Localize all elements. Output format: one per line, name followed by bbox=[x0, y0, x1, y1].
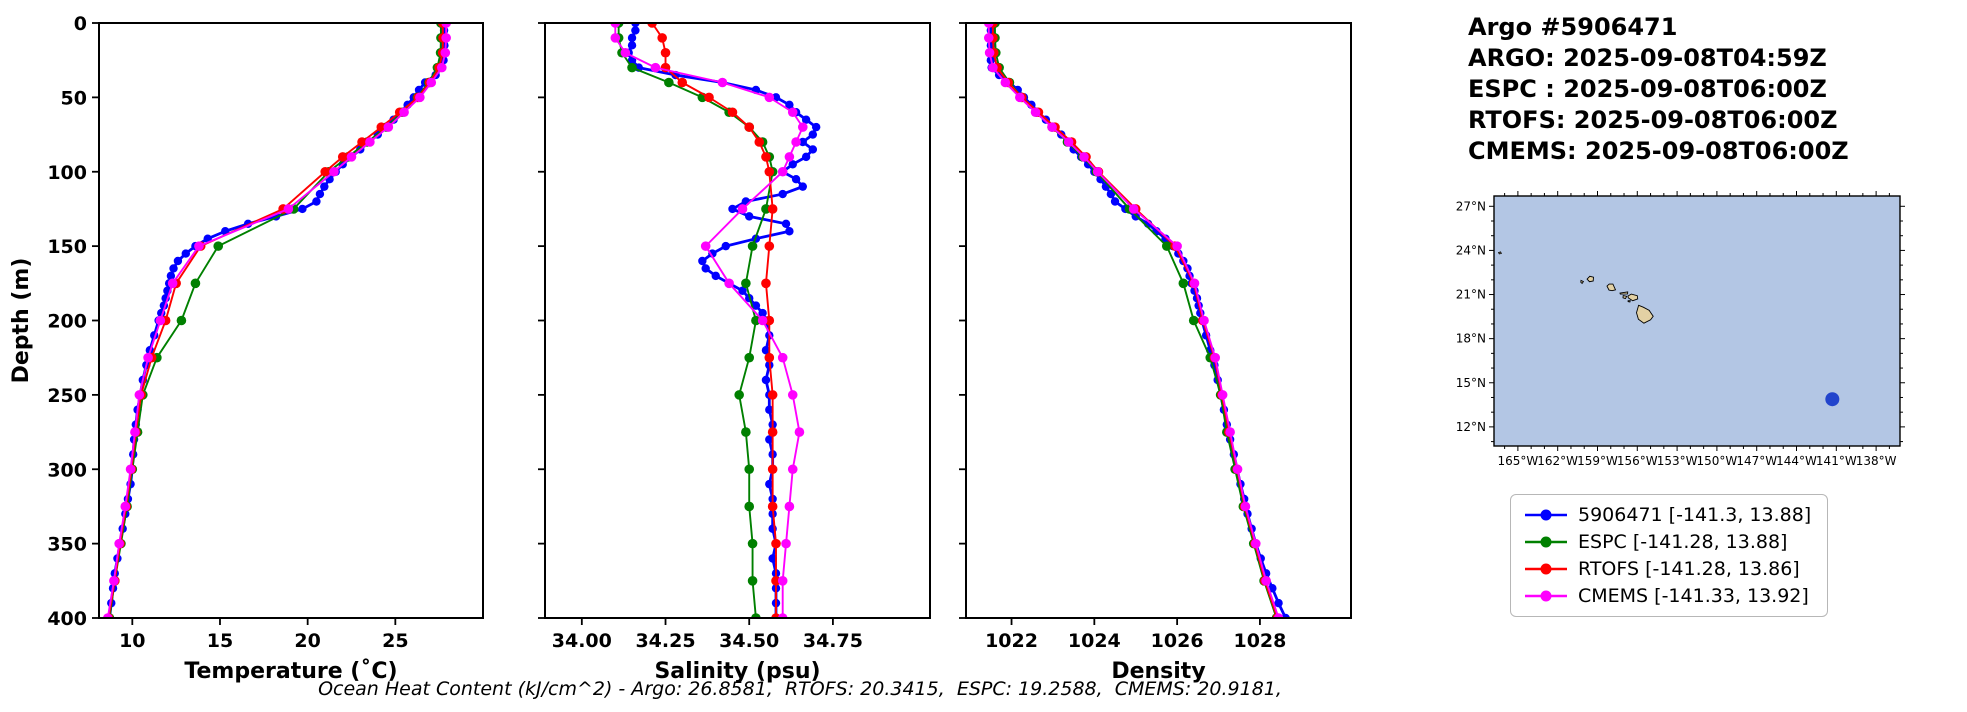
svg-text:15°N: 15°N bbox=[1456, 376, 1486, 390]
legend-item: 5906471 [-141.3, 13.88] bbox=[1523, 504, 1811, 526]
svg-text:153°W: 153°W bbox=[1657, 454, 1698, 468]
svg-text:100: 100 bbox=[47, 162, 87, 184]
svg-text:34.00: 34.00 bbox=[552, 630, 612, 652]
svg-text:34.75: 34.75 bbox=[803, 630, 863, 652]
svg-text:1022: 1022 bbox=[985, 630, 1038, 652]
svg-text:138°W: 138°W bbox=[1856, 454, 1897, 468]
svg-text:24°N: 24°N bbox=[1456, 243, 1486, 257]
svg-text:25: 25 bbox=[382, 630, 408, 652]
location-map: 165°W 162°W 159°W 156°W 153°W 150°W 147°W 144°W… bbox=[1450, 184, 1967, 484]
legend: 5906471 [-141.3, 13.88] ESPC [-141.28, 13… bbox=[1510, 494, 1829, 617]
svg-text:147°W: 147°W bbox=[1736, 454, 1777, 468]
svg-text:159°W: 159°W bbox=[1577, 454, 1618, 468]
legend-label: RTOFS [-141.28, 13.86] bbox=[1578, 558, 1800, 580]
svg-text:300: 300 bbox=[47, 459, 87, 481]
legend-item: RTOFS [-141.28, 13.86] bbox=[1523, 558, 1811, 580]
svg-text:150°W: 150°W bbox=[1697, 454, 1738, 468]
svg-text:Density: Density bbox=[1111, 659, 1205, 684]
svg-text:156°W: 156°W bbox=[1617, 454, 1658, 468]
svg-text:20: 20 bbox=[294, 630, 320, 652]
espc-timestamp: ESPC : 2025-09-08T06:00Z bbox=[1468, 75, 1827, 103]
svg-text:Depth (m): Depth (m) bbox=[9, 258, 34, 384]
header-block: Argo #5906471 ARGO: 2025-09-08T04:59Z ES… bbox=[1468, 12, 1849, 167]
svg-text:141°W: 141°W bbox=[1816, 454, 1857, 468]
svg-text:10: 10 bbox=[119, 630, 145, 652]
svg-text:27°N: 27°N bbox=[1456, 199, 1486, 213]
profiles-svg: 10 15 20 25050100150200250300350400Temperat… bbox=[9, 13, 1352, 684]
svg-text:150: 150 bbox=[47, 236, 87, 258]
legend-marker-icon bbox=[1525, 563, 1567, 575]
ohc-caption: Ocean Heat Content (kJ/cm^2) - Argo: 26.… bbox=[318, 678, 1282, 700]
svg-text:200: 200 bbox=[47, 311, 87, 333]
svg-text:250: 250 bbox=[47, 385, 87, 407]
svg-text:Temperature (˚C): Temperature (˚C) bbox=[184, 659, 397, 684]
legend-label: ESPC [-141.28, 13.88] bbox=[1578, 531, 1788, 553]
legend-item: ESPC [-141.28, 13.88] bbox=[1523, 531, 1811, 553]
svg-text:21°N: 21°N bbox=[1456, 288, 1486, 302]
legend-marker-icon bbox=[1525, 536, 1567, 548]
svg-text:34.50: 34.50 bbox=[719, 630, 779, 652]
argo-timestamp: ARGO: 2025-09-08T04:59Z bbox=[1468, 44, 1827, 72]
svg-text:400: 400 bbox=[47, 608, 87, 630]
plot-title: Argo #5906471 bbox=[1468, 13, 1678, 41]
cmems-timestamp: CMEMS: 2025-09-08T06:00Z bbox=[1468, 137, 1849, 165]
svg-text:12°N: 12°N bbox=[1456, 420, 1486, 434]
legend-marker-icon bbox=[1525, 509, 1567, 521]
svg-text:0: 0 bbox=[74, 13, 87, 35]
svg-text:165°W: 165°W bbox=[1497, 454, 1538, 468]
legend-label: 5906471 [-141.3, 13.88] bbox=[1578, 504, 1812, 526]
map-svg: 165°W 162°W 159°W 156°W 153°W 150°W 147°W 144°W… bbox=[1456, 191, 1905, 468]
legend-label: CMEMS [-141.33, 13.92] bbox=[1578, 585, 1809, 607]
svg-text:162°W: 162°W bbox=[1537, 454, 1578, 468]
svg-text:1028: 1028 bbox=[1233, 630, 1286, 652]
svg-text:18°N: 18°N bbox=[1456, 332, 1486, 346]
svg-text:350: 350 bbox=[47, 534, 87, 556]
svg-text:50: 50 bbox=[61, 87, 87, 109]
svg-text:1024: 1024 bbox=[1068, 630, 1121, 652]
svg-text:1026: 1026 bbox=[1151, 630, 1204, 652]
svg-text:Salinity (psu): Salinity (psu) bbox=[654, 659, 820, 684]
legend-item: CMEMS [-141.33, 13.92] bbox=[1523, 585, 1811, 607]
rtofs-timestamp: RTOFS: 2025-09-08T06:00Z bbox=[1468, 106, 1838, 134]
svg-text:34.25: 34.25 bbox=[635, 630, 695, 652]
legend-marker-icon bbox=[1525, 590, 1567, 602]
svg-text:15: 15 bbox=[207, 630, 233, 652]
svg-text:144°W: 144°W bbox=[1776, 454, 1817, 468]
